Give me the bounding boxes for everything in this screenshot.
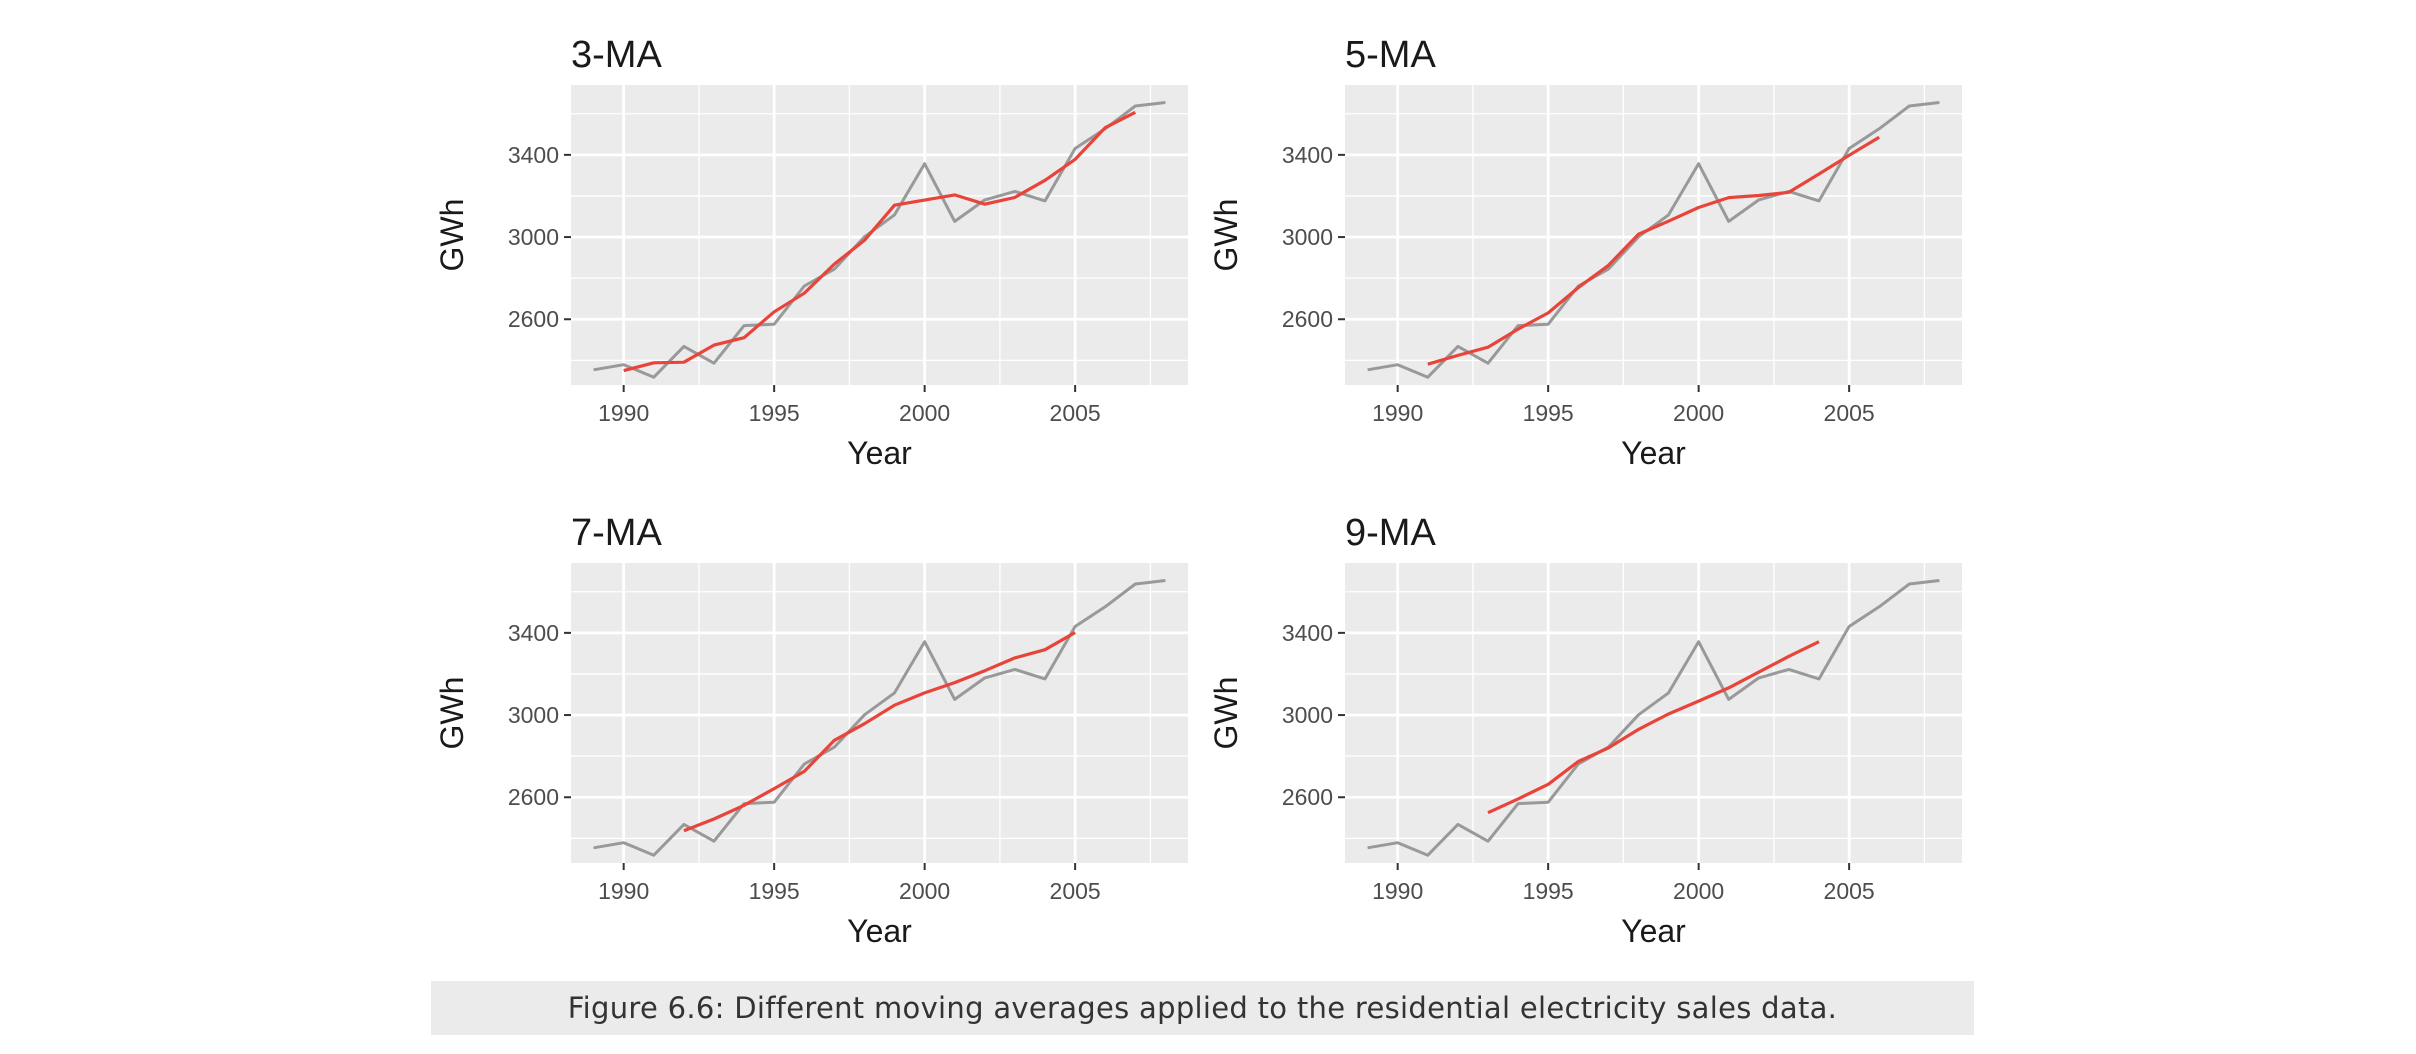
x-tick-label: 1990 — [1372, 878, 1423, 904]
x-tick-label: 2000 — [1673, 400, 1724, 426]
x-tick-label: 2000 — [1673, 878, 1724, 904]
chart-title: 5-MA — [1345, 34, 1436, 76]
x-axis-label: Year — [1621, 435, 1686, 471]
y-tick-label: 3400 — [508, 142, 559, 168]
series-line-moving-average — [1487, 640, 1820, 815]
x-tick-label: 1990 — [1372, 400, 1423, 426]
x-tick-label: 2000 — [899, 400, 950, 426]
chart-title: 3-MA — [571, 34, 662, 76]
x-tick-label: 2005 — [1824, 400, 1875, 426]
x-tick-label: 1995 — [749, 878, 800, 904]
series-line-moving-average — [1427, 135, 1881, 366]
y-axis-label: GWh — [1208, 199, 1244, 272]
plot-background — [571, 85, 1188, 385]
x-tick-label: 2005 — [1824, 878, 1875, 904]
series-line-data — [593, 101, 1166, 379]
y-tick-label: 3400 — [1282, 620, 1333, 646]
x-tick-label: 1990 — [598, 400, 649, 426]
x-tick-label: 2005 — [1050, 878, 1101, 904]
plot-background — [1345, 85, 1962, 385]
y-axis-label: GWh — [434, 199, 470, 272]
y-tick-label: 3400 — [1282, 142, 1333, 168]
y-tick-label: 3400 — [508, 620, 559, 646]
y-tick-label: 2600 — [1282, 306, 1333, 332]
series-line-moving-average — [683, 631, 1076, 833]
chart-title: 9-MA — [1345, 512, 1436, 554]
y-axis-label: GWh — [434, 677, 470, 750]
series-line-data — [1367, 579, 1940, 857]
plot-background — [1345, 563, 1962, 863]
chart-panel-1: 1990 1995 2000 2005 2600 3000 3400 3-MA Year GWh — [434, 34, 1188, 471]
y-tick-label: 3000 — [508, 224, 559, 250]
x-tick-label: 1995 — [1523, 400, 1574, 426]
series-line-moving-average — [623, 110, 1137, 373]
figure-caption: Figure 6.6: Different moving averages ap… — [431, 981, 1974, 1035]
y-tick-label: 3000 — [1282, 702, 1333, 728]
y-tick-label: 2600 — [1282, 784, 1333, 810]
x-tick-label: 1990 — [598, 878, 649, 904]
y-tick-label: 2600 — [508, 784, 559, 810]
y-tick-label: 2600 — [508, 306, 559, 332]
chart-panel-2: 1990 1995 2000 2005 2600 3000 3400 5-MA Year GWh — [1208, 34, 1962, 471]
x-tick-label: 2005 — [1050, 400, 1101, 426]
y-tick-label: 3000 — [1282, 224, 1333, 250]
x-tick-label: 1995 — [1523, 878, 1574, 904]
x-axis-label: Year — [1621, 913, 1686, 949]
chart-title: 7-MA — [571, 512, 662, 554]
y-axis-label: GWh — [1208, 677, 1244, 750]
x-axis-label: Year — [847, 435, 912, 471]
x-axis-label: Year — [847, 913, 912, 949]
y-tick-label: 3000 — [508, 702, 559, 728]
chart-panel-3: 1990 1995 2000 2005 2600 3000 3400 7-MA Year GWh — [434, 512, 1188, 949]
x-tick-label: 2000 — [899, 878, 950, 904]
x-tick-label: 1995 — [749, 400, 800, 426]
chart-panel-4: 1990 1995 2000 2005 2600 3000 3400 9-MA Year GWh — [1208, 512, 1962, 949]
